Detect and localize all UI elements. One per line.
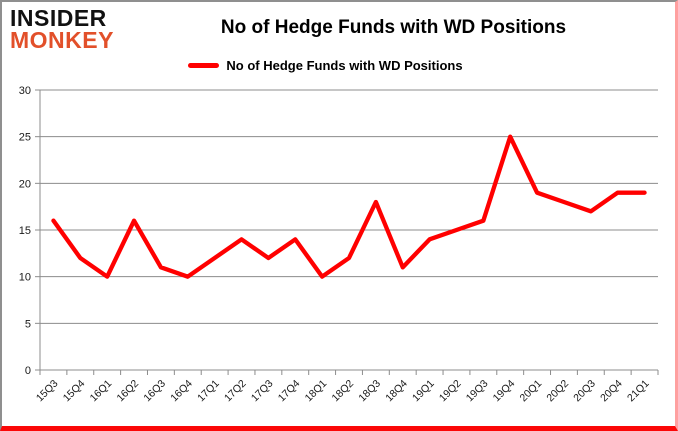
axis-tick-label: 21Q1 <box>625 378 652 405</box>
axis-tick-label: 20Q4 <box>598 378 625 405</box>
axis-tick-label: 17Q4 <box>276 378 303 405</box>
axis-tick-label: 15Q3 <box>34 378 61 405</box>
axis-tick-label: 19Q2 <box>437 378 464 405</box>
axis-tick-label: 15 <box>19 225 31 237</box>
axis-tick-label: 5 <box>25 318 31 330</box>
axis-tick-label: 18Q4 <box>383 378 410 405</box>
axis-tick-label: 20Q1 <box>518 378 545 405</box>
axis-tick-label: 10 <box>19 272 31 284</box>
axis-tick-label: 0 <box>25 365 31 377</box>
axis-tick-label: 20 <box>19 178 31 190</box>
legend-line-marker-icon <box>188 63 220 68</box>
logo-word-monkey: MONKEY <box>10 26 114 53</box>
axis-tick-label: 17Q3 <box>249 378 276 405</box>
axis-tick-label: 18Q3 <box>356 378 383 405</box>
axis-tick-label: 19Q1 <box>410 378 437 405</box>
axis-tick-label: 17Q1 <box>195 378 222 405</box>
axis-tick-label: 19Q3 <box>464 378 491 405</box>
chart-legend: No of Hedge Funds with WD Positions <box>2 58 649 73</box>
axis-tick-label: 30 <box>19 85 31 97</box>
insider-monkey-logo: INSIDER MONKEY <box>10 5 114 53</box>
series-line-hedge-funds <box>51 134 647 279</box>
axis-tick-label: 19Q4 <box>491 378 518 405</box>
legend-label: No of Hedge Funds with WD Positions <box>226 58 463 73</box>
axis-tick-label: 18Q2 <box>329 378 356 405</box>
chart-title: No of Hedge Funds with WD Positions <box>220 17 567 38</box>
axis-tick-label: 16Q2 <box>115 378 142 405</box>
axis-tick-label: 15Q4 <box>61 378 88 405</box>
logo-word-insider: INSIDER <box>10 5 107 31</box>
axis-tick-label: 16Q3 <box>141 378 168 405</box>
axis-tick-label: 25 <box>19 132 31 144</box>
line-chart-plot-area: 0 5 10 15 20 25 30 15Q3 15Q4 16Q1 16Q2 16Q3 16Q4 17Q1… <box>19 85 659 405</box>
axis-tick-label: 17Q2 <box>222 378 249 405</box>
axis-tick-label: 16Q1 <box>88 378 115 405</box>
axis-tick-label: 16Q4 <box>168 378 195 405</box>
axis-tick-label: 20Q2 <box>544 378 571 405</box>
axis-tick-label: 18Q1 <box>303 378 330 405</box>
axis-tick-label: 20Q3 <box>571 378 598 405</box>
